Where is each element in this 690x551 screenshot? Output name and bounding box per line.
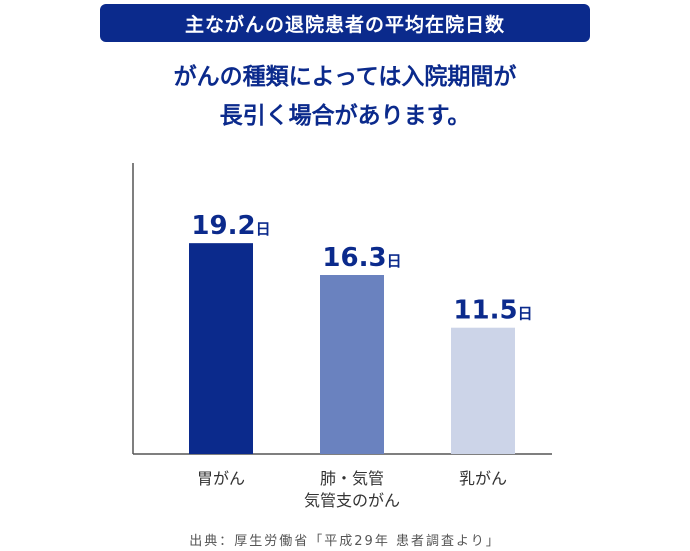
data-label-3: 11.5日 xyxy=(453,296,532,326)
bar-2 xyxy=(320,275,384,454)
data-label-value-1: 19.2 xyxy=(191,211,255,241)
chart-title: 主ながんの退院患者の平均在院日数 xyxy=(184,13,505,36)
data-label-1: 19.2日 xyxy=(191,211,270,241)
data-label-unit-1: 日 xyxy=(256,220,271,238)
source-note: 出典：厚生労働省「平成29年 患者調査より」 xyxy=(189,534,501,549)
data-label-value-2: 16.3 xyxy=(322,243,386,273)
category-label-2-line-2: 気管支のがん xyxy=(304,491,400,510)
chart-title-banner: 主ながんの退院患者の平均在院日数 xyxy=(100,4,590,42)
data-label-unit-2: 日 xyxy=(387,252,402,270)
data-label-unit-3: 日 xyxy=(518,305,533,323)
category-label-2-line-1: 肺・気管 xyxy=(320,469,384,488)
bar-3 xyxy=(451,327,515,454)
data-label-value-3: 11.5 xyxy=(453,296,517,326)
data-label-2: 16.3日 xyxy=(322,243,401,273)
category-label-3: 乳がん xyxy=(459,469,507,488)
headline: がんの種類によっては入院期間が 長引く場合があります。 xyxy=(0,58,690,136)
headline-line-2: 長引く場合があります。 xyxy=(219,103,471,129)
headline-line-1: がんの種類によっては入院期間が xyxy=(173,64,517,90)
bar-1 xyxy=(189,243,253,454)
category-label-1: 胃がん xyxy=(197,469,245,488)
